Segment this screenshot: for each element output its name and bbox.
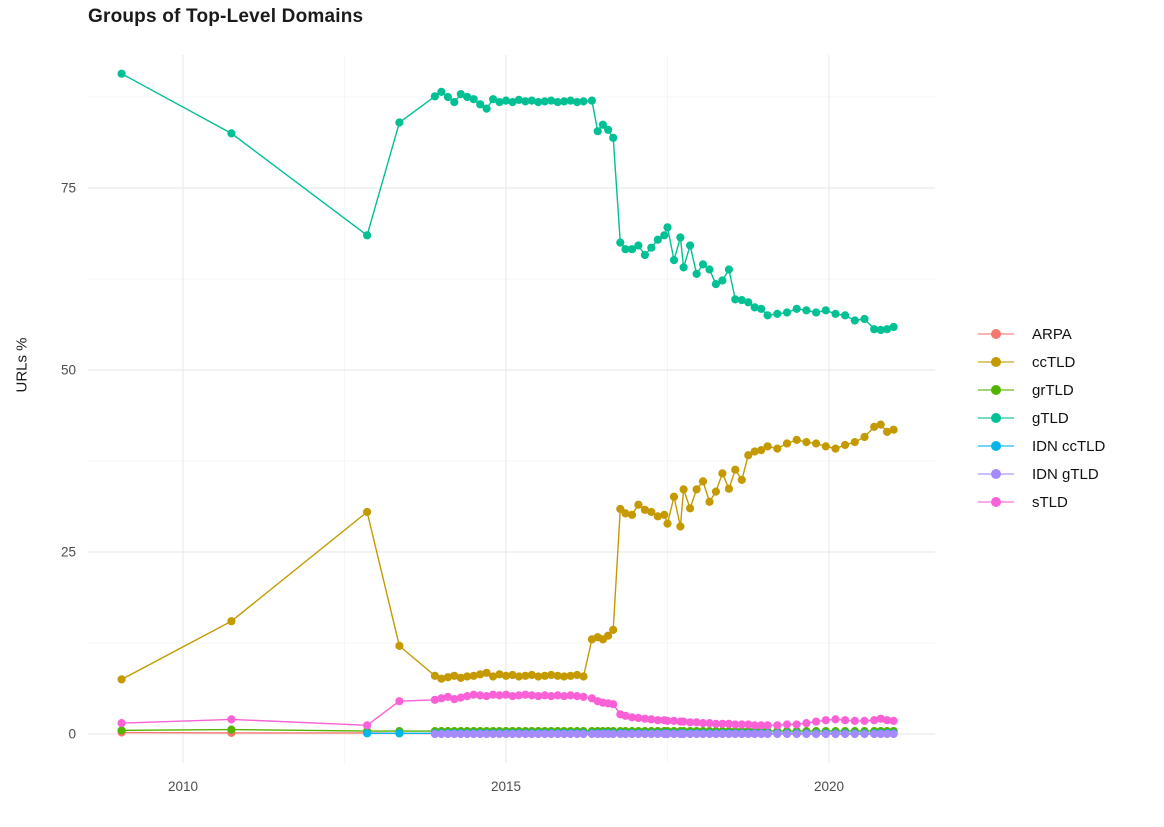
gridlines-minor [88, 55, 935, 763]
legend-label: gTLD [1032, 409, 1069, 427]
legend-item-grTLD: grTLD [978, 376, 1105, 404]
legend-item-IDN-gTLD: IDN gTLD [978, 460, 1105, 488]
legend-label: IDN ccTLD [1032, 437, 1106, 455]
legend: ARPA ccTLD grTLD gTLD IDN ccTLD IDN gTLD sTLD [978, 320, 1105, 516]
line-gTLD [121, 73, 894, 331]
y-tick-label: 75 [61, 181, 76, 196]
legend-item-sTLD: sTLD [978, 488, 1105, 516]
legend-key-icon [978, 327, 1014, 341]
x-axis-tick-labels: 2010 2015 2020 [168, 779, 844, 794]
points-sTLD [117, 690, 898, 730]
series-points [117, 69, 898, 739]
legend-label: IDN gTLD [1032, 465, 1099, 483]
y-tick-label: 50 [61, 363, 76, 378]
legend-key-icon [978, 495, 1014, 509]
legend-key-icon [978, 467, 1014, 481]
y-tick-label: 25 [61, 545, 76, 560]
legend-label: ARPA [1032, 325, 1072, 343]
points-IDN gTLD [430, 729, 898, 739]
points-ccTLD [117, 420, 898, 684]
legend-item-ccTLD: ccTLD [978, 348, 1105, 376]
legend-item-gTLD: gTLD [978, 404, 1105, 432]
x-tick-label: 2020 [814, 779, 844, 794]
legend-label: sTLD [1032, 493, 1068, 511]
legend-label: grTLD [1032, 381, 1074, 399]
legend-item-ARPA: ARPA [978, 320, 1105, 348]
legend-key-icon [978, 411, 1014, 425]
line-sTLD [121, 693, 894, 727]
legend-key-icon [978, 439, 1014, 453]
x-tick-label: 2010 [168, 779, 198, 794]
legend-key-icon [978, 355, 1014, 369]
chart-title: Groups of Top-Level Domains [88, 6, 364, 27]
legend-key-icon [978, 383, 1014, 397]
series-lines [121, 73, 894, 735]
x-tick-label: 2015 [491, 779, 521, 794]
points-gTLD [117, 69, 898, 335]
gridlines-major [88, 55, 935, 763]
legend-item-IDN-ccTLD: IDN ccTLD [978, 432, 1105, 460]
y-axis-tick-labels: 0 25 50 75 [61, 181, 76, 742]
plot-area: 0 25 50 75 2010 2015 2020 [61, 55, 935, 794]
legend-label: ccTLD [1032, 353, 1076, 371]
y-tick-label: 0 [68, 727, 76, 742]
